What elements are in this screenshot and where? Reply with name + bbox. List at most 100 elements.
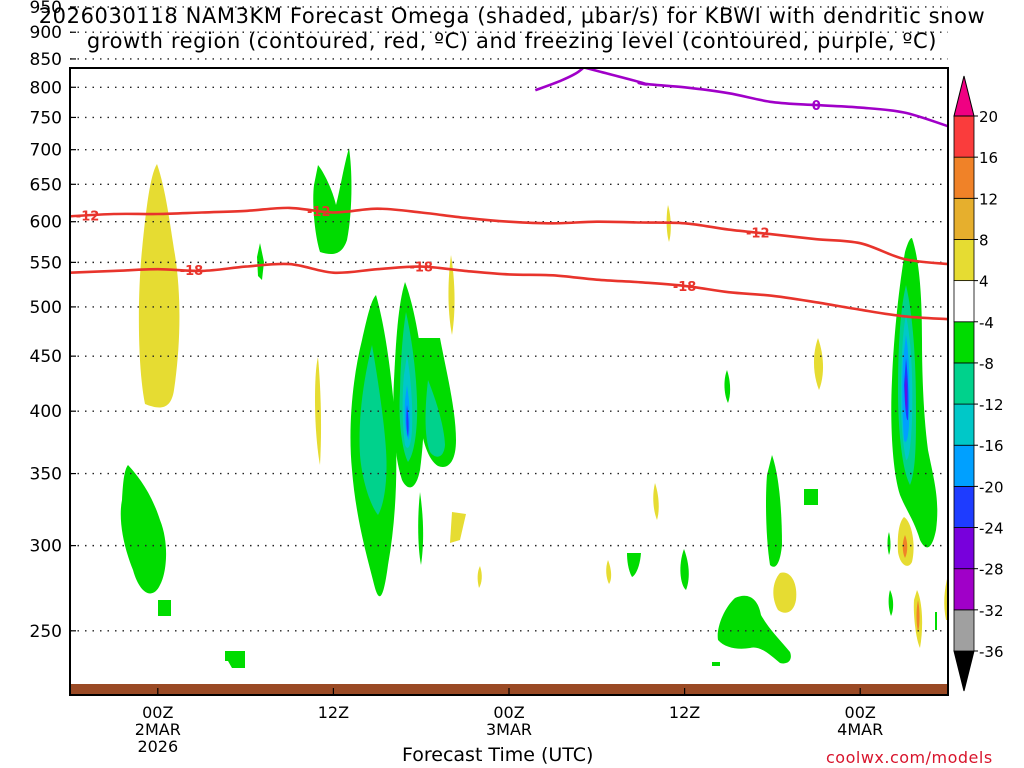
contour-label: 0 bbox=[812, 99, 821, 114]
omega-positive-region bbox=[138, 164, 180, 408]
omega-negative-region bbox=[905, 375, 907, 412]
colorbar-swatch bbox=[953, 321, 975, 364]
omega-positive-region bbox=[916, 600, 920, 632]
chart-title: 2026030118 NAM3KM Forecast Omega (shaded… bbox=[0, 4, 1024, 54]
omega-negative-region bbox=[257, 243, 264, 280]
omega-positive-region bbox=[477, 566, 482, 588]
contour-label: -12 bbox=[76, 210, 100, 225]
omega-negative-region bbox=[935, 612, 937, 630]
colorbar-label: -20 bbox=[979, 478, 1004, 496]
isotherm-contour bbox=[70, 262, 948, 321]
y-tick-label: 250 bbox=[30, 622, 62, 642]
colorbar-label: 12 bbox=[979, 190, 998, 208]
omega-positive-region bbox=[773, 572, 797, 613]
x-axis-label: Forecast Time (UTC) bbox=[402, 744, 594, 766]
colorbar-label: 8 bbox=[979, 231, 989, 249]
colorbar-swatch bbox=[953, 156, 975, 199]
isotherm-contour bbox=[70, 206, 948, 266]
freezing-level-contour bbox=[580, 68, 948, 128]
colorbar-swatch bbox=[953, 280, 975, 323]
contour-label: -18 bbox=[409, 261, 433, 276]
omega-negative-region bbox=[766, 455, 782, 567]
x-tick-label: 00Z bbox=[142, 703, 173, 722]
colorbar-swatch bbox=[953, 362, 975, 405]
x-tick-label: 4MAR bbox=[837, 720, 883, 739]
colorbar-label: 4 bbox=[979, 273, 989, 291]
omega-negative-region bbox=[158, 600, 171, 616]
x-tick-label: 12Z bbox=[669, 703, 700, 722]
x-tick-label: 12Z bbox=[318, 703, 349, 722]
y-tick-label: 650 bbox=[30, 175, 62, 195]
omega-negative-region bbox=[225, 651, 245, 668]
x-tick-label: 00Z bbox=[845, 703, 876, 722]
colorbar-label: -12 bbox=[979, 396, 1004, 414]
colorbar-label: -32 bbox=[979, 602, 1004, 620]
colorbar-label: -4 bbox=[979, 314, 994, 332]
omega-negative-region bbox=[680, 549, 689, 590]
colorbar-swatch bbox=[953, 197, 975, 240]
x-tick-label: 2026 bbox=[137, 737, 178, 756]
pressure-axis: 250 300 350 400 450 500 550 600 650 700 750 800 850 9… bbox=[30, 0, 76, 642]
colorbar-arrow-min bbox=[953, 650, 975, 692]
colorbar-label: 20 bbox=[979, 108, 998, 126]
omega-negative-region bbox=[406, 405, 409, 437]
omega-negative-region bbox=[627, 553, 641, 577]
omega-negative-region bbox=[712, 662, 720, 666]
colorbar-arrow-max bbox=[953, 75, 975, 117]
omega-negative-region bbox=[359, 345, 387, 515]
omega-negative-region bbox=[717, 595, 791, 664]
omega-colorbar: 20 16 12 8 4 -4 -8 -12 -16 -20 -24 -28 -32 -36 bbox=[953, 75, 1004, 692]
colorbar-label: -28 bbox=[979, 561, 1004, 579]
y-tick-label: 300 bbox=[30, 537, 62, 557]
colorbar-label: -16 bbox=[979, 437, 1004, 455]
colorbar-swatch bbox=[953, 403, 975, 446]
y-tick-label: 950 bbox=[30, 0, 62, 18]
omega-negative-region bbox=[724, 370, 731, 403]
contour-label: -18 bbox=[673, 280, 697, 295]
y-tick-label: 550 bbox=[30, 253, 62, 273]
contour-label: -12 bbox=[307, 205, 331, 220]
colorbar-swatch bbox=[953, 568, 975, 611]
colorbar-swatch bbox=[953, 609, 975, 652]
y-tick-label: 850 bbox=[30, 50, 62, 70]
chart-title-line-1: 2026030118 NAM3KM Forecast Omega (shaded… bbox=[38, 4, 986, 28]
omega-negative-region bbox=[418, 492, 424, 565]
omega-positive-region bbox=[813, 338, 824, 390]
omega-negative-region bbox=[888, 590, 894, 616]
omega-positive-region bbox=[606, 560, 612, 584]
y-tick-label: 450 bbox=[30, 347, 62, 367]
x-tick-label: 2MAR bbox=[135, 720, 181, 739]
colorbar-swatch bbox=[953, 485, 975, 528]
omega-negative-region bbox=[887, 532, 891, 555]
omega-negative-region bbox=[804, 489, 818, 505]
omega-positive-region bbox=[902, 535, 908, 558]
colorbar-label: -36 bbox=[979, 643, 1004, 661]
chart-title-line-2: growth region (contoured, red, ºC) and f… bbox=[86, 29, 938, 53]
omega-negative-region bbox=[120, 465, 167, 594]
omega-negative-region bbox=[313, 148, 352, 255]
omega-negative-region bbox=[425, 380, 445, 457]
y-tick-label: 350 bbox=[30, 465, 62, 485]
contour-label: -12 bbox=[746, 227, 770, 242]
x-tick-label: 3MAR bbox=[486, 720, 532, 739]
omega-positive-region bbox=[450, 512, 466, 543]
colorbar-label: -8 bbox=[979, 355, 994, 373]
colorbar-swatch bbox=[953, 444, 975, 487]
colorbar-swatch bbox=[953, 527, 975, 570]
y-tick-label: 400 bbox=[30, 402, 62, 422]
x-tick-label: 00Z bbox=[493, 703, 524, 722]
omega-positive-region bbox=[448, 255, 455, 335]
colorbar-label: -24 bbox=[979, 520, 1004, 538]
contour-label: -18 bbox=[180, 264, 204, 279]
y-tick-label: 900 bbox=[30, 23, 62, 43]
colorbar-label: 16 bbox=[979, 149, 998, 167]
y-tick-label: 500 bbox=[30, 298, 62, 318]
y-tick-label: 800 bbox=[30, 78, 62, 98]
y-tick-label: 750 bbox=[30, 108, 62, 128]
colorbar-swatch bbox=[953, 239, 975, 282]
y-tick-label: 700 bbox=[30, 141, 62, 161]
y-tick-label: 600 bbox=[30, 213, 62, 233]
site-credit: coolwx.com/models bbox=[826, 748, 993, 767]
